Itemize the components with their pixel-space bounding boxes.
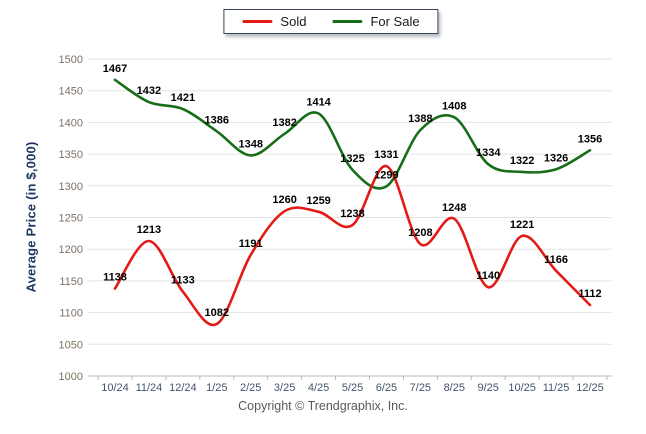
data-label: 1322 [510,155,534,167]
x-tick-label: 8/25 [444,382,465,394]
x-tick-label: 2/25 [240,382,261,394]
y-tick-label: 1200 [59,244,83,256]
y-tick-label: 1500 [59,54,83,66]
forsale-line-swatch-icon [332,20,363,23]
x-tick-label: 12/25 [576,382,604,394]
data-label: 1414 [306,97,331,109]
x-tick-label: 10/25 [508,382,536,394]
data-label: 1260 [272,194,296,206]
x-tick-label: 5/25 [342,382,363,394]
legend-label-sold: Sold [280,14,307,29]
data-label: 1221 [510,219,534,231]
data-label: 1248 [442,202,466,214]
data-label: 1382 [272,117,296,129]
y-tick-label: 1250 [59,213,83,225]
x-tick-label: 3/25 [274,382,295,394]
y-tick-label: 1000 [59,371,83,383]
y-tick-label: 1050 [59,339,83,351]
data-label: 1213 [137,224,161,236]
x-tick-label: 7/25 [410,382,431,394]
x-tick-label: 11/24 [136,382,163,394]
data-label: 1386 [205,114,229,126]
data-label: 1348 [238,138,262,150]
legend-box: Sold For Sale [223,9,439,34]
y-tick-label: 1150 [59,276,83,288]
data-label: 1388 [408,113,432,125]
data-label: 1325 [340,153,364,165]
x-axis [88,375,612,380]
sold-series-line [113,164,592,327]
data-label: 1432 [137,85,161,97]
x-tick-label: 4/25 [308,382,329,394]
data-label: 1133 [171,275,195,287]
y-tick-labels: 1000 1050 1100 1150 1200 1250 1300 1350 1400 1450… [59,54,83,383]
x-tick-label: 6/25 [376,382,397,394]
data-label: 1112 [578,288,601,300]
y-tick-label: 1100 [59,308,83,320]
legend-label-forsale: For Sale [370,14,420,29]
x-tick-label: 12/24 [169,382,197,394]
legend-item-sold: Sold [242,14,306,29]
data-label: 1408 [442,100,466,112]
data-label: 1259 [306,195,330,207]
y-axis-title: Average Price (in $,000) [23,141,39,293]
y-tick-label: 1400 [59,117,83,129]
x-tick-label: 10/24 [101,382,129,394]
y-tick-label: 1350 [59,149,83,161]
gridlines [88,58,612,345]
data-label: 1326 [544,152,568,164]
data-label: 1138 [103,272,127,284]
data-label: 1166 [544,254,568,266]
x-tick-labels: 10/24 11/24 12/24 1/25 2/25 3/25 4/25 5/25 6/25 7… [101,382,604,394]
legend-item-forsale: For Sale [332,14,420,29]
y-tick-label: 1300 [59,181,83,193]
data-label: 1421 [171,92,195,104]
data-label: 1467 [103,63,127,75]
data-label: 1191 [239,238,263,250]
data-label: 1299 [374,169,398,181]
data-labels: 1138 1213 1133 1082 1191 1260 1259 1238 1331 1208… [103,63,602,319]
data-label: 1356 [578,133,602,145]
copyright-text: Copyright © Trendgraphix, Inc. [238,399,408,413]
data-label: 1334 [476,147,501,159]
x-tick-label: 1/25 [206,382,227,394]
data-label: 1208 [408,227,432,239]
data-label: 1331 [374,149,398,161]
data-label: 1238 [340,208,364,220]
sold-line-swatch-icon [242,20,273,23]
y-tick-label: 1450 [59,86,83,98]
forsale-series-line [113,78,592,190]
data-label: 1140 [476,270,500,282]
x-tick-label: 11/25 [543,382,570,394]
data-label: 1082 [205,307,229,319]
x-tick-label: 9/25 [478,382,499,394]
